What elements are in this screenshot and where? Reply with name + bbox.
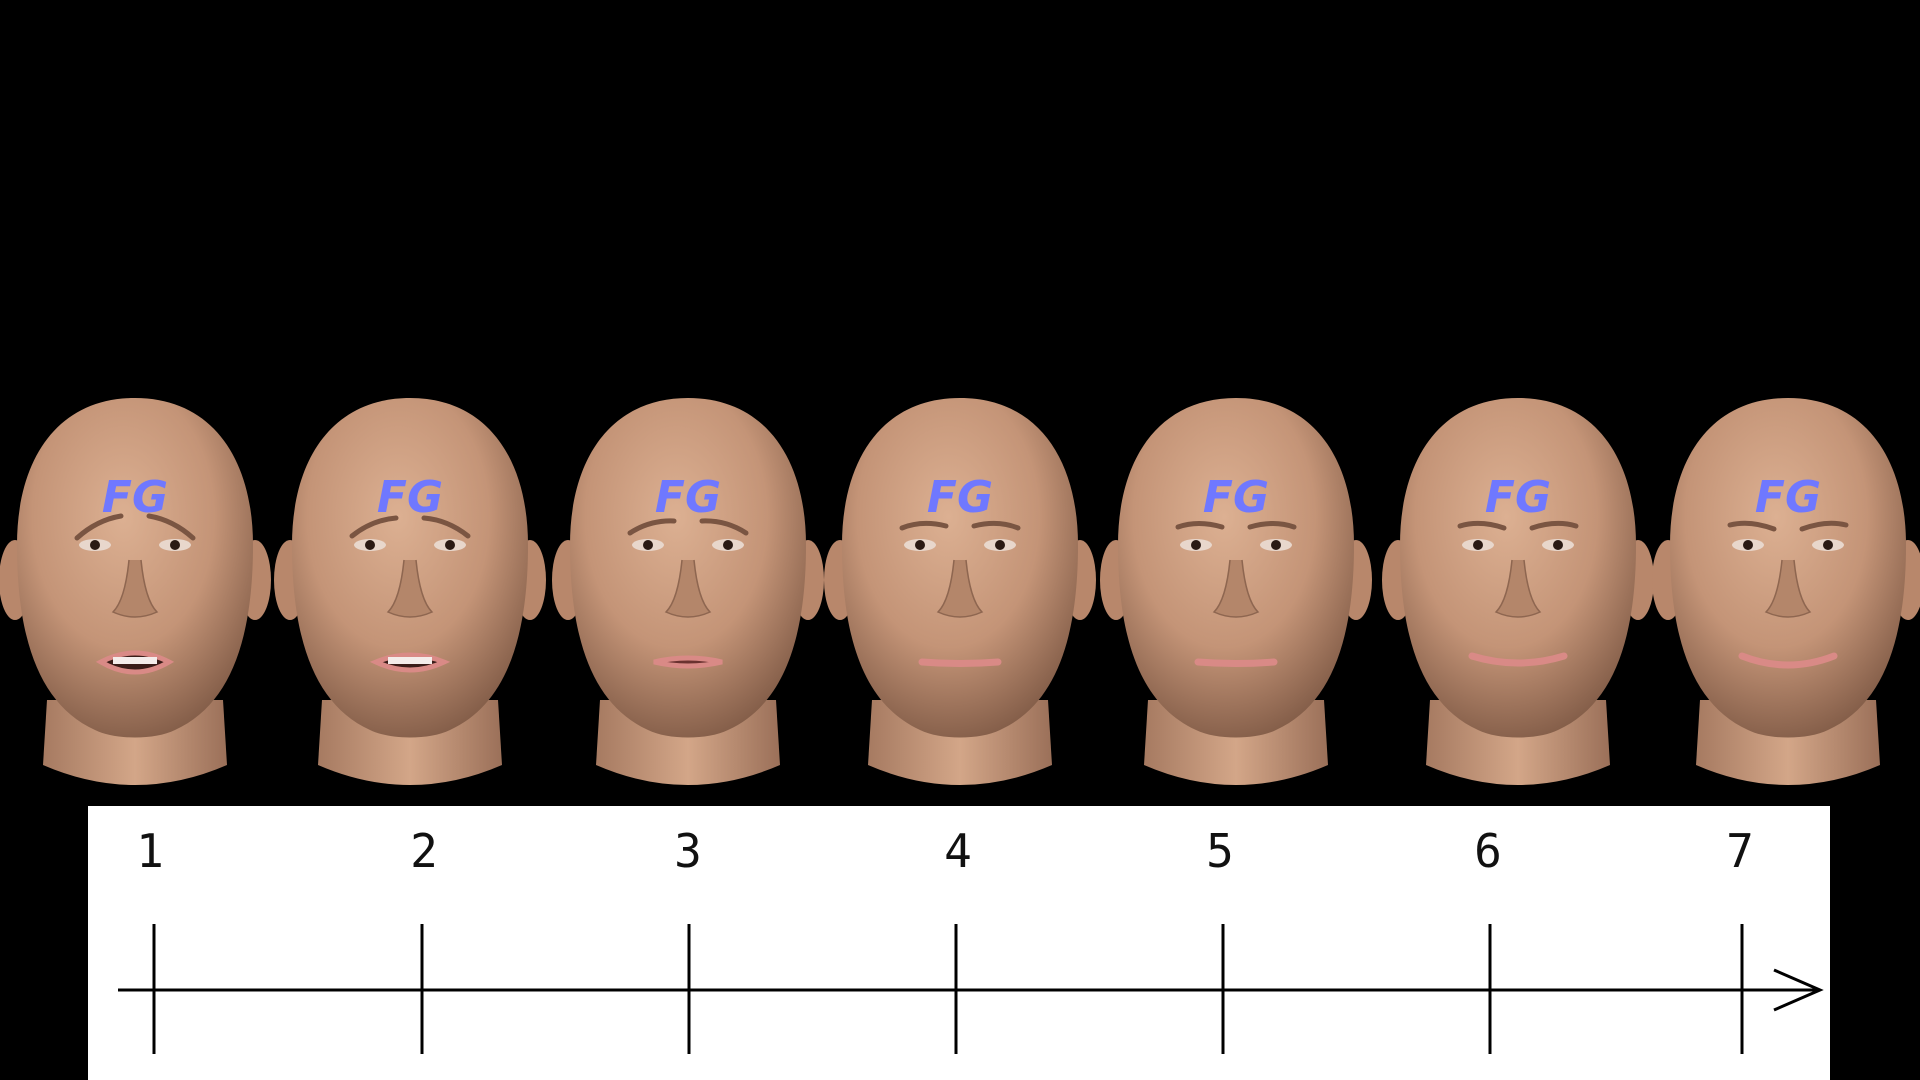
right-brow [971,520,1021,531]
nose [111,559,159,618]
mouth [1194,658,1278,667]
nose [386,559,434,618]
left-brow [1175,521,1225,530]
scale-label-1: 1 [136,824,164,878]
forehead-label: FG [102,472,168,523]
forehead-label: FG [927,472,993,523]
left-pupil [1473,540,1483,550]
left-brow [74,513,124,541]
right-brow [1247,521,1297,530]
right-brow [699,518,749,536]
scale-label-5: 5 [1206,824,1234,878]
right-pupil [1823,540,1833,550]
forehead-label: FG [1755,472,1821,523]
left-pupil [1191,540,1201,550]
right-pupil [1553,540,1563,550]
nose [664,559,712,618]
left-brow [1727,520,1777,532]
forehead-label: FG [377,472,443,523]
left-pupil [1743,540,1753,550]
nose [1764,559,1812,618]
nose [936,559,984,618]
nose [1494,559,1542,618]
scale-label-7: 7 [1726,824,1754,878]
scale-label-4: 4 [944,824,972,878]
mouth [918,658,1002,667]
forehead-label: FG [1485,472,1551,523]
left-pupil [643,540,653,550]
left-pupil [365,540,375,550]
face-3: FG [552,398,824,785]
face-6: FG [1382,398,1654,785]
mouth [653,655,723,669]
face-1: FG [0,398,271,785]
teeth [113,657,157,664]
left-brow [899,520,949,531]
left-brow [1457,520,1507,531]
face-2: FG [274,398,546,785]
right-pupil [1271,540,1281,550]
scale-label-3: 3 [674,824,702,878]
face-4: FG [824,398,1096,785]
rating-scale-axis [118,924,1824,1054]
nose [1212,559,1260,618]
mouth [1468,652,1568,667]
forehead-label: FG [655,472,721,523]
rating-scale-panel: 1 2 3 4 5 6 7 [88,806,1830,1080]
left-brow [627,518,677,536]
right-brow [1529,520,1579,531]
forehead-label: FG [1203,472,1269,523]
right-brow [1799,520,1849,532]
right-brow [146,513,196,541]
right-brow [421,515,471,539]
right-pupil [445,540,455,550]
left-pupil [90,540,100,550]
scale-label-2: 2 [410,824,438,878]
mouth [1738,652,1838,669]
left-pupil [915,540,925,550]
right-pupil [723,540,733,550]
teeth [388,657,432,664]
right-pupil [995,540,1005,550]
scale-label-6: 6 [1474,824,1502,878]
face-5: FG [1100,398,1372,785]
axis-arrowhead [1773,968,1824,1012]
face-7: FG [1652,398,1920,785]
left-brow [349,515,399,539]
right-pupil [170,540,180,550]
